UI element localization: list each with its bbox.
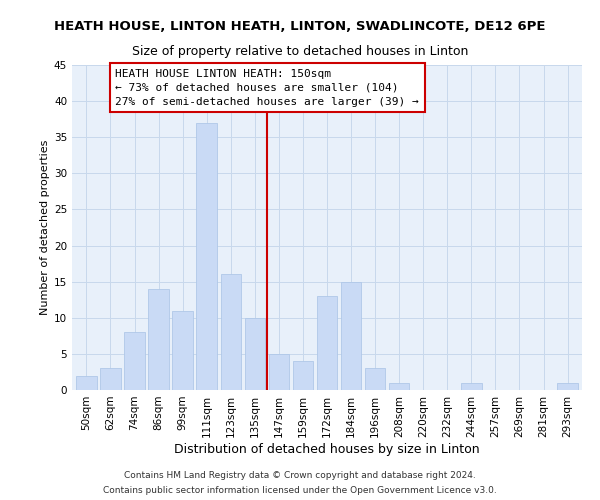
Bar [124,332,145,390]
Text: HEATH HOUSE, LINTON HEATH, LINTON, SWADLINCOTE, DE12 6PE: HEATH HOUSE, LINTON HEATH, LINTON, SWADL… [54,20,546,33]
Bar [341,282,361,390]
Bar [245,318,265,390]
Bar [461,383,482,390]
Bar [269,354,289,390]
Bar [557,383,578,390]
Y-axis label: Number of detached properties: Number of detached properties [40,140,50,315]
Text: Size of property relative to detached houses in Linton: Size of property relative to detached ho… [132,45,468,58]
X-axis label: Distribution of detached houses by size in Linton: Distribution of detached houses by size … [174,442,480,456]
Text: Contains HM Land Registry data © Crown copyright and database right 2024.: Contains HM Land Registry data © Crown c… [124,471,476,480]
Bar [100,368,121,390]
Bar [221,274,241,390]
Text: Contains public sector information licensed under the Open Government Licence v3: Contains public sector information licen… [103,486,497,495]
Bar [148,289,169,390]
Bar [389,383,409,390]
Bar [293,361,313,390]
Bar [317,296,337,390]
Text: HEATH HOUSE LINTON HEATH: 150sqm
← 73% of detached houses are smaller (104)
27% : HEATH HOUSE LINTON HEATH: 150sqm ← 73% o… [115,68,419,106]
Bar [365,368,385,390]
Bar [196,123,217,390]
Bar [172,310,193,390]
Bar [76,376,97,390]
